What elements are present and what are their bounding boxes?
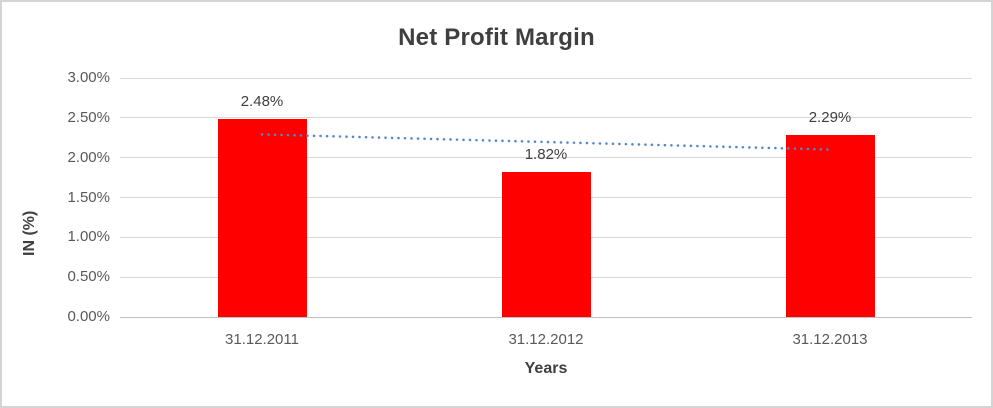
chart-title: Net Profit Margin <box>398 24 595 51</box>
bar <box>501 172 591 317</box>
gridline <box>120 157 972 159</box>
bar-value-label: 1.82% <box>524 146 568 163</box>
y-tick-label: 2.00% <box>67 148 110 166</box>
gridline <box>120 77 972 79</box>
y-tick-label: 1.50% <box>67 188 110 206</box>
x-tick-label: 31.12.2013 <box>792 331 868 348</box>
bar-value-label: 2.48% <box>240 93 284 111</box>
y-tick-label: 1.00% <box>67 228 110 246</box>
x-tick-label: 31.12.2012 <box>508 331 584 348</box>
y-tick-label: 0.00% <box>67 308 110 325</box>
x-tick-label: 31.12.2011 <box>225 331 299 348</box>
y-tick-label: 2.50% <box>67 108 110 126</box>
bar <box>217 119 307 317</box>
bar <box>785 134 875 317</box>
gridline <box>120 117 972 119</box>
bar-value-label: 2.29% <box>808 108 852 126</box>
x-axis-title: Years <box>524 360 568 377</box>
y-tick-label: 3.00% <box>67 69 110 86</box>
x-axis-line <box>120 316 972 318</box>
y-tick-label: 0.50% <box>67 268 110 286</box>
